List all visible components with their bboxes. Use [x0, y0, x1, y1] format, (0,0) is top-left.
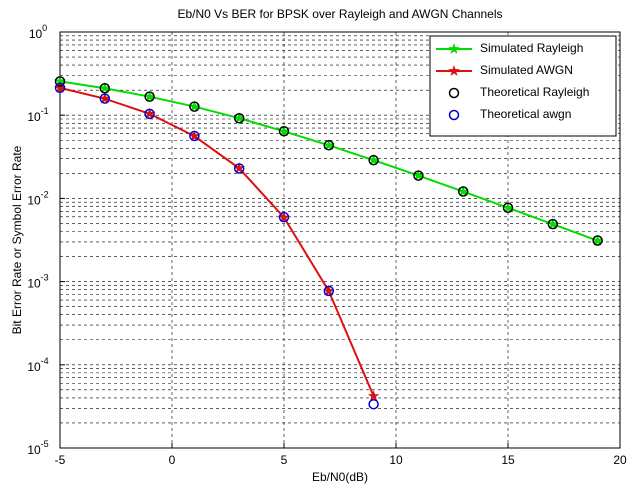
marker	[54, 76, 66, 87]
legend-label: Theoretical awgn	[480, 107, 571, 121]
y-tick-label: 10-4	[27, 356, 48, 374]
y-tick-exponent: -1	[41, 107, 49, 117]
marker	[144, 108, 155, 120]
y-tick-base: 10	[27, 360, 41, 374]
x-tick-label: 10	[389, 453, 403, 467]
marker	[547, 218, 559, 230]
legend-label: Simulated Rayleigh	[480, 41, 583, 55]
marker	[323, 285, 335, 297]
marker	[457, 186, 469, 197]
y-tick-base: 10	[27, 110, 41, 124]
marker	[547, 218, 559, 230]
y-tick-exponent: -4	[41, 356, 49, 366]
marker	[413, 170, 424, 181]
y-axis-label: Bit Error Rate or Symbol Error Rate	[10, 145, 24, 334]
legend-marker	[448, 87, 460, 99]
marker	[278, 211, 290, 223]
marker	[412, 169, 425, 181]
x-tick-label: 0	[169, 453, 176, 467]
marker	[54, 81, 66, 93]
y-tick-exponent: -5	[41, 439, 49, 449]
marker	[323, 140, 335, 151]
marker	[278, 211, 290, 223]
y-tick-label: 10-5	[27, 439, 48, 457]
marker	[323, 285, 335, 296]
plot-frame	[59, 31, 621, 449]
y-tick-exponent: -2	[41, 190, 49, 200]
marker	[278, 125, 290, 137]
x-tick-label: 20	[613, 453, 627, 467]
marker	[591, 234, 604, 246]
series-line	[59, 86, 375, 397]
marker	[54, 82, 66, 94]
marker	[99, 82, 111, 94]
marker	[368, 154, 379, 166]
marker	[233, 113, 245, 124]
y-tick-label: 10-2	[27, 190, 48, 208]
marker	[502, 202, 514, 214]
y-tick-label: 10-1	[27, 107, 48, 125]
marker	[367, 154, 380, 166]
marker	[592, 235, 603, 246]
y-tick-exponent: -3	[41, 273, 49, 283]
marker	[233, 163, 245, 174]
y-tick-base: 10	[29, 27, 43, 41]
marker	[189, 101, 200, 112]
marker	[367, 390, 380, 402]
x-tick-label: 15	[501, 453, 515, 467]
x-axis-label: Eb/N0(dB)	[312, 470, 368, 484]
y-tick-exponent: 0	[42, 23, 47, 33]
y-tick-base: 10	[27, 194, 41, 208]
marker	[143, 107, 156, 119]
marker	[457, 185, 469, 197]
marker	[99, 93, 111, 104]
marker	[278, 125, 290, 137]
y-tick-base: 10	[27, 443, 41, 457]
legend-label: Simulated AWGN	[480, 63, 573, 77]
marker	[323, 139, 335, 151]
y-tick-base: 10	[27, 277, 41, 291]
legend-box	[429, 35, 617, 137]
legend-marker	[448, 109, 460, 121]
marker	[448, 42, 460, 54]
chart-title: Eb/N0 Vs BER for BPSK over Rayleigh and …	[177, 7, 502, 21]
marker	[368, 398, 379, 410]
marker	[144, 91, 155, 102]
marker	[233, 162, 245, 174]
y-tick-label: 100	[29, 23, 47, 41]
marker	[99, 92, 111, 104]
marker	[188, 130, 201, 142]
marker	[233, 112, 245, 124]
marker	[448, 64, 460, 76]
marker	[99, 82, 111, 94]
x-tick-label: -5	[55, 453, 66, 467]
marker	[189, 130, 200, 142]
marker	[502, 201, 514, 213]
x-tick-label: 5	[281, 453, 288, 467]
marker	[143, 90, 156, 102]
marker	[188, 100, 201, 112]
y-tick-label: 10-3	[27, 273, 48, 291]
legend-label: Theoretical Rayleigh	[480, 85, 589, 99]
